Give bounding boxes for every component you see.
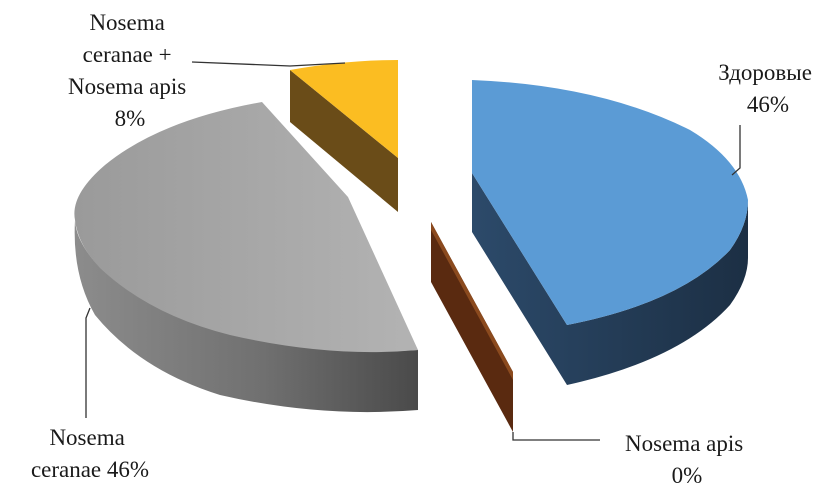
data-label-nosema-apis: Nosema apis 0%: [625, 431, 749, 488]
label-percent: 0%: [672, 463, 703, 488]
label-line: Nosema apis: [68, 74, 186, 99]
label-percent: 46%: [747, 92, 789, 117]
slice-top-nosema-apis: [431, 222, 513, 380]
slice-side-nosema-ceranae-apis: [290, 70, 398, 212]
slice-side-zdorovye: [472, 173, 748, 385]
pie-slice-nosema-ceranae-apis: [290, 60, 398, 212]
pie-slice-nosema-apis: [431, 222, 513, 432]
pie-slice-nosema-ceranae: [74, 102, 419, 413]
label-line: Здоровые: [718, 60, 812, 85]
slice-top-nosema-ceranae-apis: [290, 60, 398, 158]
pie-slice-zdorovye: [472, 80, 748, 385]
label-line: Nosema: [49, 425, 124, 450]
data-label-nosema-ceranae: Nosema ceranae 46%: [31, 425, 149, 482]
slice-top-nosema-ceranae: [74, 102, 418, 353]
leader-line-nosema-ceranae-apis: [191, 61, 346, 67]
label-line: Nosema: [89, 10, 164, 35]
slice-side-nosema-apis: [431, 222, 513, 432]
leader-line-nosema-ceranae: [85, 307, 91, 418]
leader-line-nosema-apis: [512, 432, 600, 441]
label-line: ceranae 46%: [31, 457, 149, 482]
slice-side-nosema-ceranae: [74, 220, 419, 413]
data-label-nosema-ceranae-apis: Nosema ceranae + Nosema apis 8%: [68, 10, 192, 131]
data-label-zdorovye: Здоровые 46%: [718, 60, 817, 117]
label-line: ceranae +: [83, 42, 172, 67]
leader-line-zdorovye: [731, 125, 741, 176]
label-percent: 8%: [115, 106, 146, 131]
slice-top-zdorovye: [472, 80, 748, 325]
label-line: Nosema apis: [625, 431, 743, 456]
